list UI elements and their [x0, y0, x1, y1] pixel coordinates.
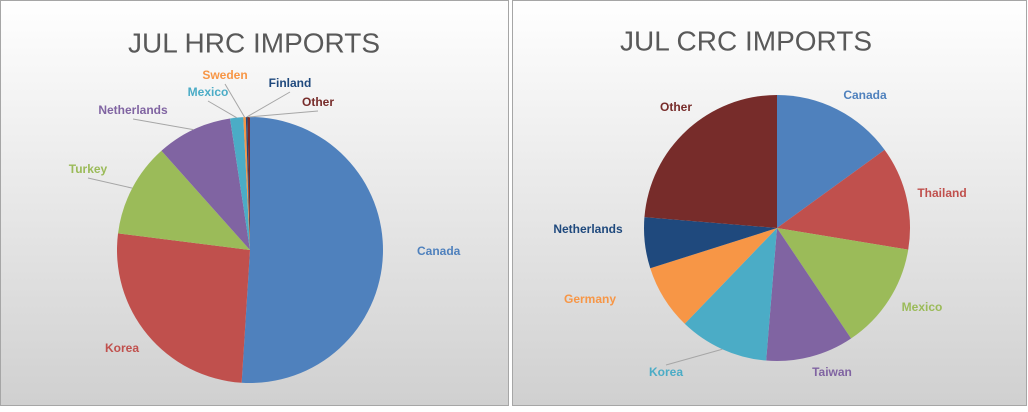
slice-label: Finland	[269, 76, 312, 90]
pie-slice	[245, 117, 250, 251]
slice-label: Turkey	[69, 162, 108, 176]
slice-label: Germany	[564, 292, 616, 306]
pie-slice	[644, 95, 777, 228]
leader-line	[87, 177, 133, 189]
pie-slice	[230, 117, 250, 250]
slice-label: Korea	[649, 365, 683, 379]
leader-line	[246, 91, 291, 118]
pie-slice	[241, 117, 383, 383]
slice-label: Other	[302, 95, 334, 109]
pie-slice	[650, 228, 777, 324]
leader-line	[224, 83, 246, 118]
pie-slice	[684, 228, 777, 361]
leader-line	[665, 348, 723, 366]
pie-slice	[777, 95, 885, 228]
leader-line	[132, 118, 194, 131]
pie-slice	[117, 233, 250, 383]
slice-label: Thailand	[917, 186, 966, 200]
slice-label: Mexico	[902, 300, 943, 314]
pie-slice	[161, 118, 250, 251]
slice-label: Netherlands	[553, 222, 623, 236]
pie-slice	[766, 228, 852, 362]
slice-label: Canada	[843, 88, 887, 102]
slice-label: Netherlands	[98, 103, 168, 117]
pie-slice	[247, 117, 250, 250]
slice-label: Other	[660, 100, 692, 114]
slice-label: Mexico	[188, 85, 229, 99]
chart-title: JUL CRC IMPORTS	[620, 25, 872, 56]
chart-title: JUL HRC IMPORTS	[128, 27, 380, 58]
slice-label: Canada	[417, 244, 461, 258]
pie-slice	[644, 217, 777, 269]
pie-slice	[243, 117, 250, 250]
leader-line	[248, 110, 319, 118]
pie-slice	[118, 150, 251, 250]
slice-label: Taiwan	[812, 365, 852, 379]
slice-label: Sweden	[202, 68, 247, 82]
slice-label: Korea	[105, 341, 139, 355]
leader-line	[207, 100, 237, 119]
pie-slice	[777, 228, 909, 339]
pie-slice	[777, 149, 910, 250]
